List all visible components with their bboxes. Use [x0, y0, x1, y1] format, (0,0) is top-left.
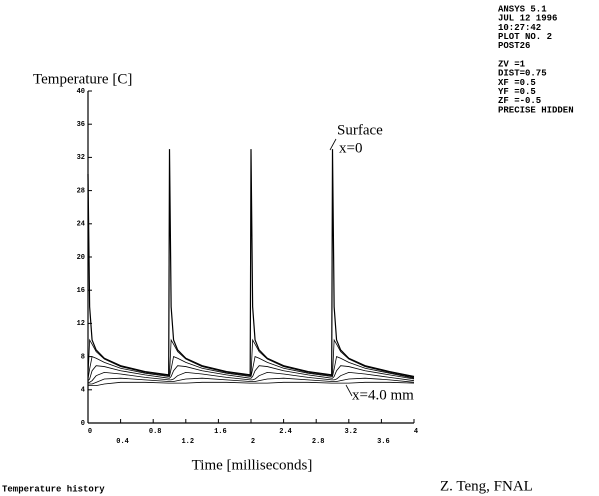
series-line [88, 377, 415, 385]
y-tick-label: 16 [77, 287, 85, 295]
y-tick-label: 32 [77, 154, 85, 162]
annotation: x=0 [339, 140, 362, 156]
x-tick-label: 2.4 [279, 428, 292, 436]
footer-right: Z. Teng, FNAL [440, 478, 533, 494]
info-line: JUL 12 1996 [498, 14, 557, 24]
info-line: ZF =-0.5 [498, 96, 541, 106]
x-tick-label: 1.2 [181, 438, 194, 446]
series-line [87, 356, 415, 380]
info-line: YF =0.5 [498, 87, 536, 97]
x-tick-label: 4 [414, 428, 418, 436]
y-tick-label: 20 [77, 254, 85, 262]
x-tick-label: 0.4 [116, 438, 129, 446]
info-line: 10:27:42 [498, 23, 541, 33]
series-line [88, 371, 415, 383]
y-tick-label: 12 [77, 320, 85, 328]
y-tick-label: 24 [77, 221, 85, 229]
info-line: PRECISE HIDDEN [498, 105, 574, 115]
x-tick-label: 3.2 [344, 428, 357, 436]
x-axis-label: Time [milliseconds] [192, 457, 313, 473]
info-line: ANSYS 5.1 [498, 4, 547, 14]
x-tick-label: 0 [88, 428, 92, 436]
info-line: XF =0.5 [498, 78, 536, 88]
y-axis-label: Temperature [C] [33, 71, 132, 87]
series-line [87, 338, 415, 378]
annotation: Surface [337, 122, 383, 138]
y-tick-label: 8 [81, 353, 85, 361]
info-line: PLOT NO. 2 [498, 32, 552, 42]
y-tick-label: 36 [77, 121, 85, 129]
annotation-pointer [345, 384, 353, 397]
footer-left: Temperature history [2, 484, 105, 494]
info-line: ZV =1 [498, 59, 526, 69]
x-tick-label: 2.8 [312, 438, 325, 446]
x-tick-label: 1.6 [214, 428, 227, 436]
series-line [87, 365, 415, 381]
x-tick-label: 3.6 [377, 438, 390, 446]
y-tick-label: 0 [81, 420, 85, 428]
series-line [87, 149, 415, 378]
y-tick-label: 4 [81, 387, 85, 395]
annotation: x=4.0 mm [352, 387, 414, 403]
series-line [88, 381, 415, 387]
y-tick-label: 28 [77, 187, 85, 195]
info-line: DIST=0.75 [498, 69, 547, 79]
info-line: POST26 [498, 41, 530, 51]
x-tick-label: 0.8 [149, 428, 162, 436]
annotation-pointer [329, 138, 337, 151]
y-tick-label: 40 [77, 88, 85, 96]
x-tick-label: 2 [251, 438, 255, 446]
